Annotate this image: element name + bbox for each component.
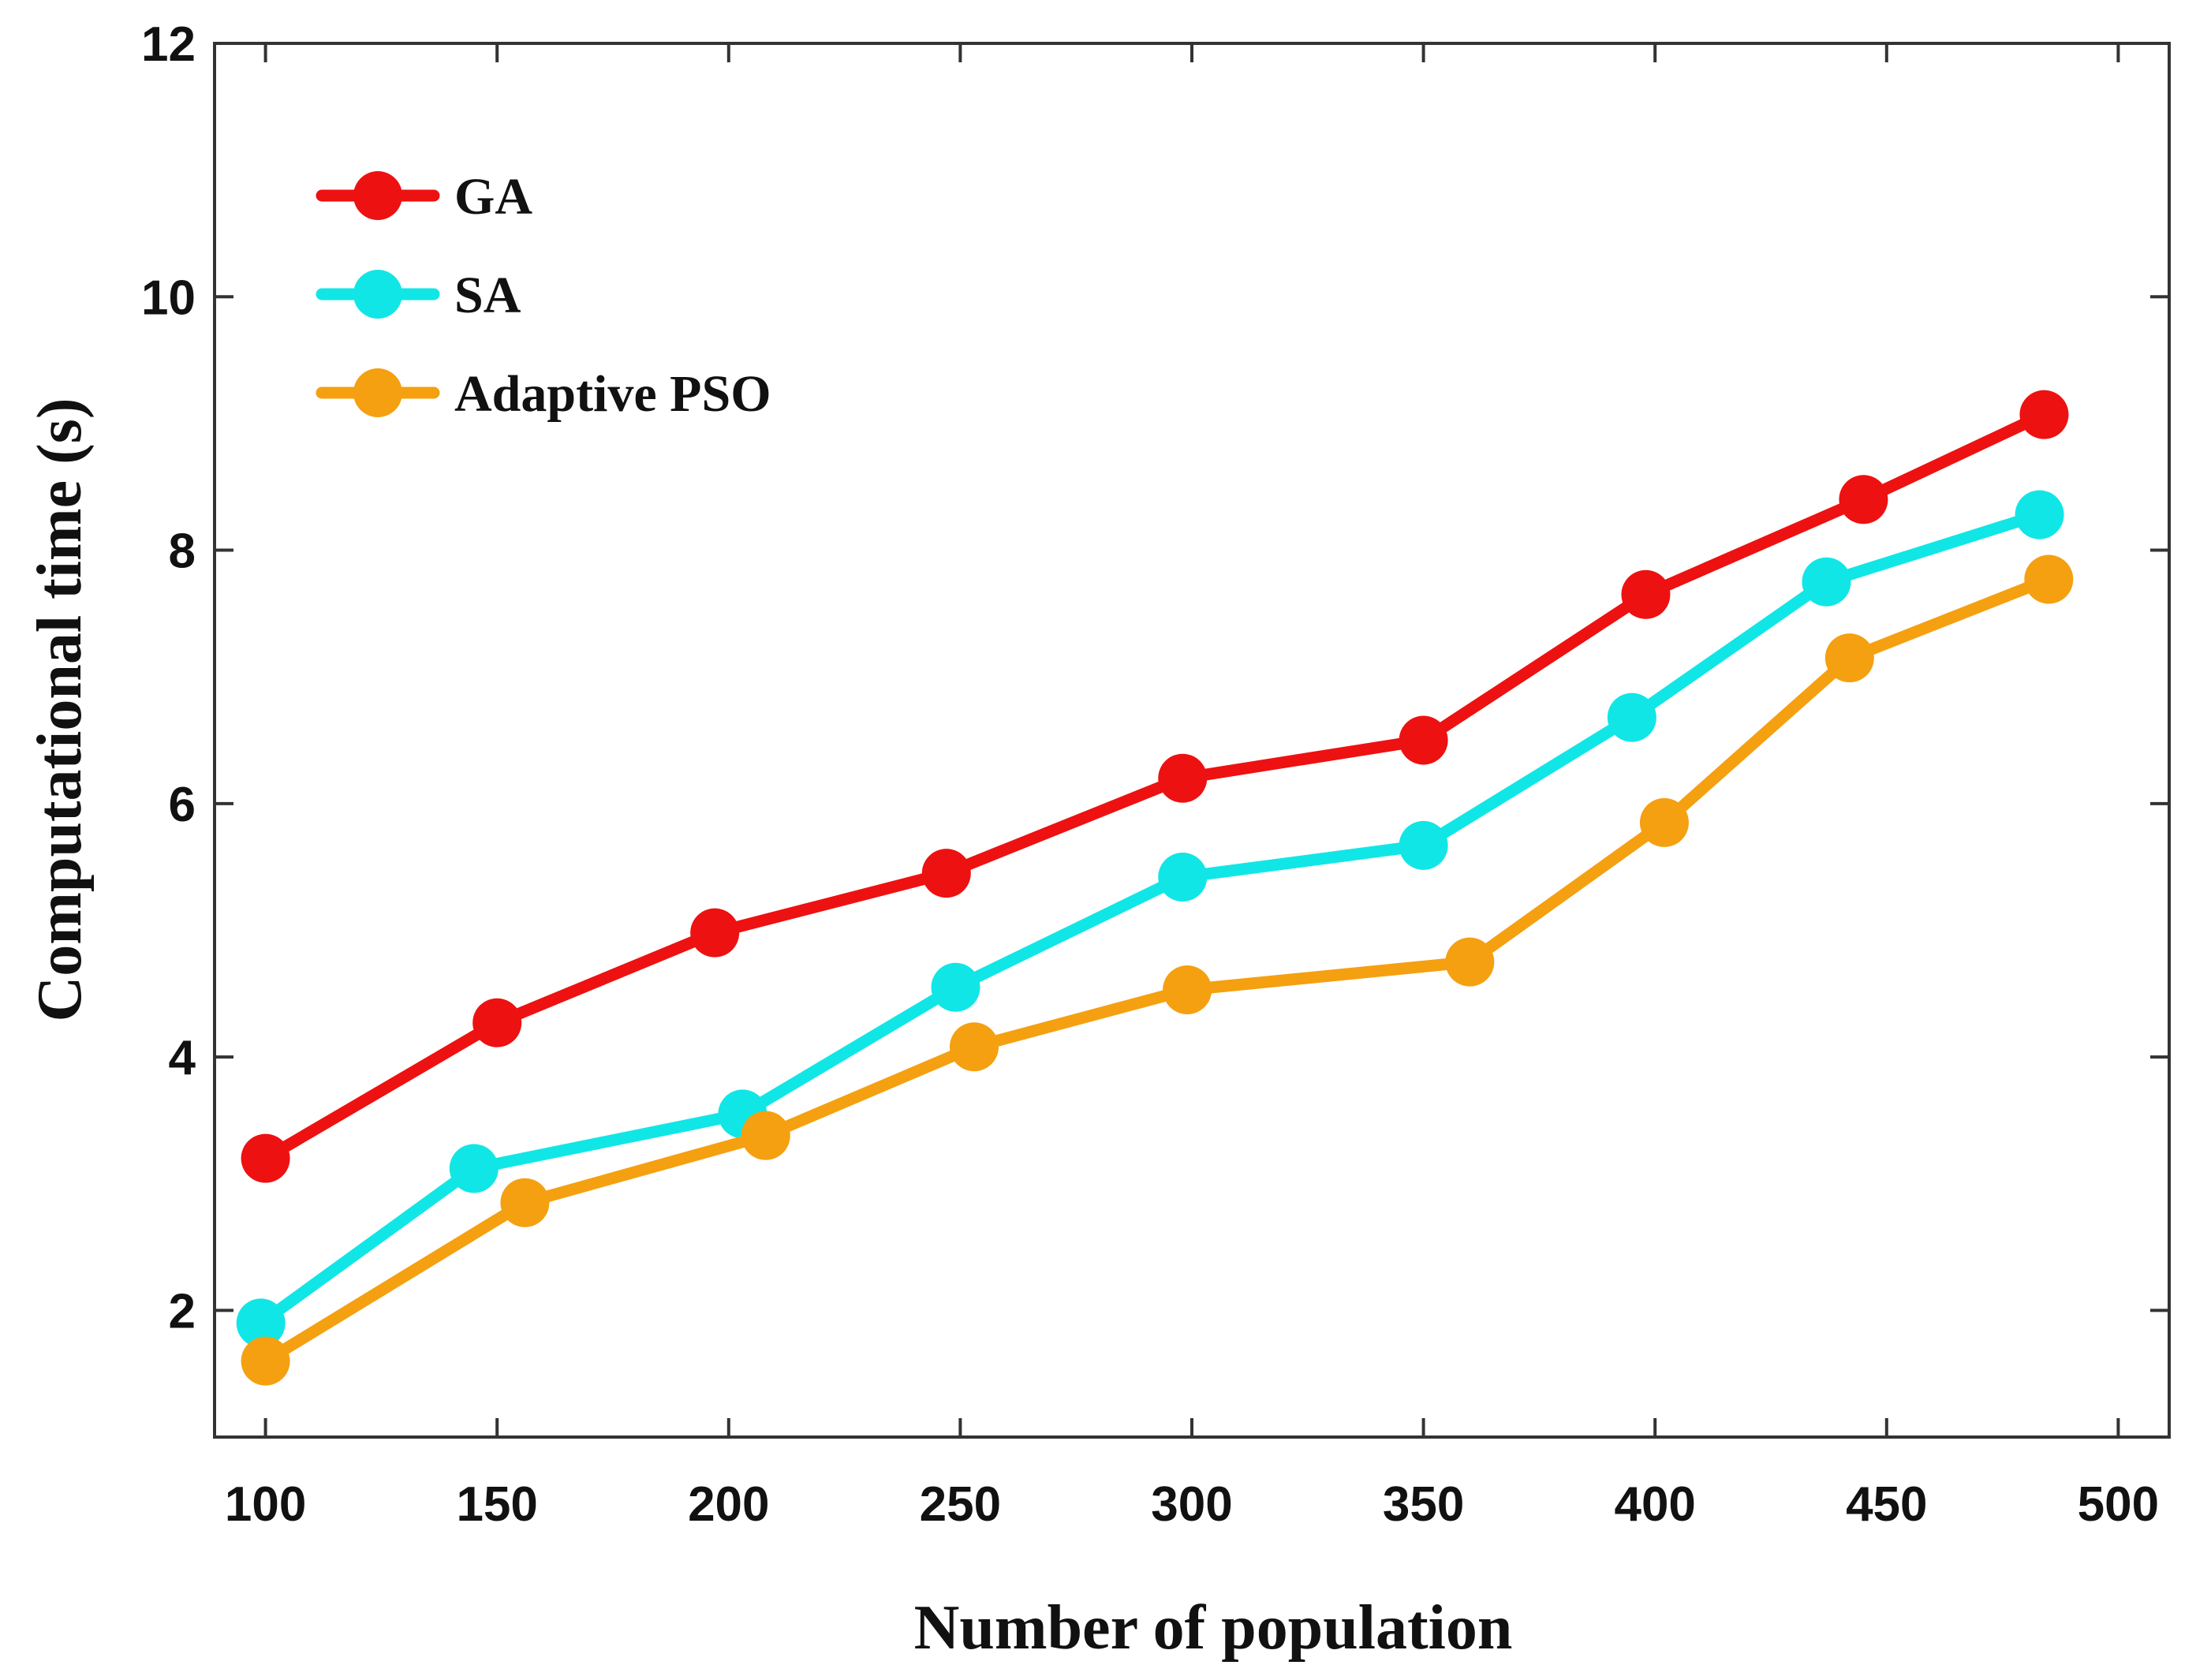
data-point-adaptive-pso	[1163, 965, 1212, 1014]
data-point-adaptive-pso	[500, 1178, 550, 1227]
data-point-ga	[241, 1133, 290, 1183]
data-point-ga	[921, 849, 971, 898]
y-tick-label: 8	[169, 525, 196, 579]
data-point-ga	[1621, 569, 1671, 619]
x-tick-label: 500	[2078, 1477, 2159, 1532]
data-point-sa	[2015, 490, 2064, 539]
data-point-adaptive-pso	[2024, 554, 2074, 604]
data-point-ga	[2019, 390, 2069, 439]
y-tick-label: 12	[141, 17, 196, 72]
y-tick-label: 6	[169, 778, 196, 832]
axis-tick-labels: 100 150 200 250 300 350 400 450 500 2 4 6 8 10 12	[141, 17, 2159, 1532]
series-line-ga	[260, 409, 2050, 1165]
data-point-sa	[449, 1144, 499, 1193]
x-tick-label: 150	[456, 1477, 537, 1532]
data-point-ga	[690, 908, 740, 958]
y-tick-label: 2	[169, 1284, 196, 1338]
data-point-adaptive-pso	[1445, 937, 1495, 987]
data-point-sa	[931, 962, 980, 1012]
y-axis-title: Computational time (s)	[25, 398, 95, 1021]
x-tick-label: 300	[1151, 1477, 1232, 1532]
legend-label: SA	[454, 267, 521, 324]
data-point-sa	[1158, 852, 1208, 902]
data-point-sa	[1399, 820, 1448, 870]
legend-swatch-marker	[353, 270, 402, 319]
data-point-sa	[1802, 557, 1851, 607]
data-point-sa	[1607, 693, 1656, 742]
legend-item-adaptive-pso: Adaptive PSO	[316, 365, 771, 423]
x-tick-label: 100	[225, 1477, 306, 1532]
x-tick-label: 250	[920, 1477, 1001, 1532]
legend-swatch-marker	[353, 171, 402, 220]
series-layer	[236, 390, 2074, 1386]
data-point-adaptive-pso	[741, 1111, 790, 1160]
data-point-adaptive-pso	[1639, 797, 1689, 847]
legend: GA SA Adaptive PSO	[316, 168, 771, 423]
legend-swatch-marker	[353, 368, 402, 417]
x-tick-label: 350	[1383, 1477, 1464, 1532]
series-adaptive-pso	[241, 554, 2074, 1386]
series-line-adaptive-pso	[260, 573, 2055, 1368]
data-point-adaptive-pso	[241, 1336, 290, 1386]
y-tick-label: 10	[141, 271, 196, 325]
legend-item-sa: SA	[316, 267, 521, 324]
data-point-ga	[472, 998, 522, 1047]
y-tick-label: 4	[169, 1031, 196, 1085]
x-tick-label: 450	[1846, 1477, 1927, 1532]
data-point-sa	[236, 1298, 286, 1348]
series-ga	[241, 390, 2069, 1183]
data-point-adaptive-pso	[1824, 633, 1874, 683]
legend-item-ga: GA	[316, 168, 532, 226]
legend-label: GA	[454, 168, 532, 226]
data-point-ga	[1158, 753, 1208, 803]
plot-frame	[213, 42, 2171, 1439]
series-sa	[236, 490, 2064, 1348]
data-point-adaptive-pso	[950, 1022, 999, 1072]
x-tick-label: 400	[1614, 1477, 1695, 1532]
legend-label: Adaptive PSO	[454, 365, 771, 423]
data-point-ga	[1839, 475, 1888, 525]
axis-ticks	[215, 42, 2169, 1437]
x-tick-label: 200	[688, 1477, 769, 1532]
data-point-ga	[1399, 715, 1448, 765]
x-axis-title: Number of population	[914, 1593, 1513, 1663]
